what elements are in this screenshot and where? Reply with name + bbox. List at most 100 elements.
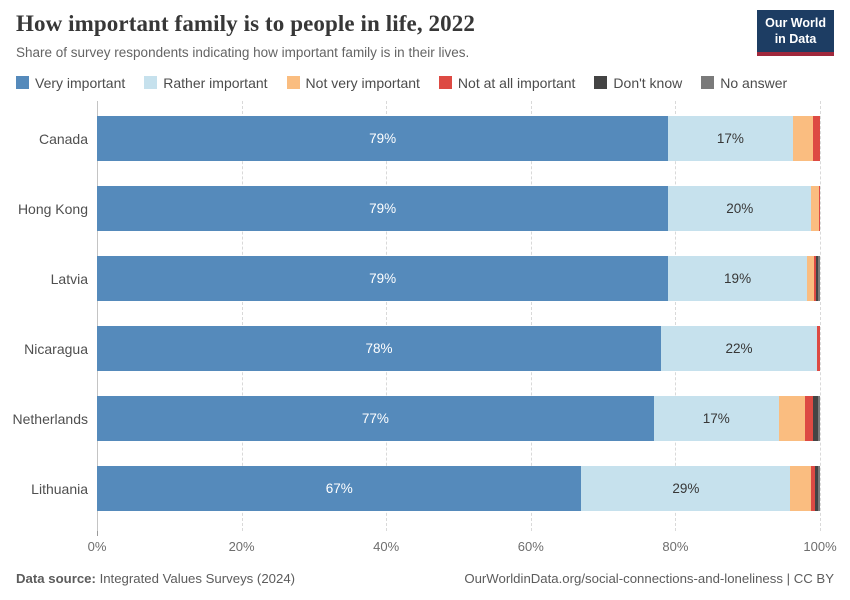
- legend-label: Very important: [35, 74, 126, 91]
- legend-item-not-very-important[interactable]: Not very important: [286, 74, 420, 91]
- row-label-lithuania: Lithuania: [31, 480, 88, 497]
- legend-item-no-answer[interactable]: No answer: [701, 75, 787, 91]
- legend-swatch-icon: [438, 76, 452, 90]
- bar-value-label: 29%: [672, 481, 700, 497]
- bar-segment-not-very-important[interactable]: [811, 186, 819, 232]
- data-source: Data source: Integrated Values Surveys (…: [16, 571, 295, 586]
- bar-chart: Canada 79% 17% Hong Kong 79% 20% Latvia 79% 19% N…: [13, 100, 821, 531]
- bar-track: 78% 22%: [97, 326, 820, 372]
- legend-label: Rather important: [163, 74, 268, 91]
- bar-value-label: 67%: [325, 481, 353, 497]
- bar-value-label: 79%: [369, 131, 397, 147]
- chart-header: How important family is to people in lif…: [16, 10, 834, 60]
- bar-track: 77% 17%: [97, 396, 820, 442]
- bar-segment-very-important[interactable]: 77%: [97, 396, 654, 442]
- legend-item-rather-important[interactable]: Rather important: [144, 74, 268, 91]
- bar-segment-not-very-important[interactable]: [792, 116, 813, 162]
- gridline: [675, 100, 677, 531]
- gridline: [820, 100, 821, 531]
- bar-segment-rather-important[interactable]: 22%: [660, 326, 818, 372]
- legend-item-very-important[interactable]: Very important: [16, 75, 125, 91]
- bar-value-label: 19%: [724, 271, 752, 287]
- bar-segment-no-answer[interactable]: [818, 256, 820, 302]
- x-tick-label: 60%: [517, 538, 544, 554]
- bar-track: 79% 20%: [97, 186, 820, 232]
- bar-row-canada: Canada 79% 17%: [39, 104, 820, 174]
- bar-segment-very-important[interactable]: 79%: [97, 116, 669, 162]
- legend-swatch-icon: [594, 76, 608, 90]
- bar-row-latvia: Latvia 79% 19%: [51, 244, 820, 314]
- plot-area: Canada 79% 17% Hong Kong 79% 20% Latvia 79% 19% N…: [13, 100, 837, 559]
- bar-segment-very-important[interactable]: 79%: [97, 186, 669, 232]
- bar-segment-don-t-know[interactable]: [814, 466, 818, 512]
- legend-label: Not very important: [305, 74, 420, 91]
- credit-link[interactable]: OurWorldinData.org/social-connections-an…: [464, 570, 834, 586]
- bar-segment-not-very-important[interactable]: [778, 396, 805, 442]
- header-titles: How important family is to people in lif…: [16, 10, 475, 60]
- gridlines: [97, 100, 821, 531]
- bar-track: 79% 19%: [97, 256, 820, 302]
- chart-subtitle: Share of survey respondents indicating h…: [16, 44, 470, 60]
- bar-value-label: 17%: [716, 131, 744, 147]
- bar-segment-don-t-know[interactable]: [813, 396, 818, 442]
- bar-segment-not-at-all-important[interactable]: [818, 186, 820, 232]
- gridline: [530, 100, 532, 531]
- bar-value-label: 78%: [365, 341, 393, 357]
- legend-swatch-icon: [144, 76, 158, 90]
- row-label-nicaragua: Nicaragua: [24, 340, 88, 357]
- x-tick-label: 40%: [373, 538, 400, 554]
- bar-segment-not-at-all-important[interactable]: [814, 256, 816, 302]
- bar-row-hong-kong: Hong Kong 79% 20%: [18, 174, 820, 244]
- bar-value-label: 79%: [369, 201, 397, 217]
- owid-logo-line2: in Data: [774, 31, 817, 46]
- legend: Very important Rather important Not very i…: [16, 75, 834, 91]
- bar-row-netherlands: Netherlands 77% 17%: [13, 384, 820, 454]
- x-tick-label: 80%: [662, 538, 689, 554]
- legend-swatch-icon: [16, 76, 29, 90]
- x-tick-label: 0%: [87, 538, 107, 554]
- row-label-hong-kong: Hong Kong: [17, 200, 88, 217]
- bar-segment-not-at-all-important[interactable]: [811, 466, 815, 512]
- page-title: How important family is to people in lif…: [16, 11, 475, 36]
- y-axis-line: [97, 100, 98, 531]
- x-tick-label: 100%: [803, 538, 837, 554]
- chart-footer: Data source: Integrated Values Surveys (…: [16, 571, 834, 586]
- bar-segment-don-t-know[interactable]: [815, 256, 819, 302]
- bar-segment-not-at-all-important[interactable]: [804, 396, 814, 442]
- data-source-label: Data source:: [16, 570, 96, 586]
- bar-segment-rather-important[interactable]: 17%: [653, 396, 779, 442]
- row-label-latvia: Latvia: [50, 270, 88, 287]
- bar-value-label: 22%: [725, 341, 753, 357]
- gridline: [386, 100, 388, 531]
- owid-logo-line1: Our World: [765, 16, 826, 30]
- gridline: [241, 100, 243, 531]
- data-source-text: Integrated Values Surveys (2024): [99, 570, 296, 586]
- bar-segment-very-important[interactable]: 79%: [97, 256, 669, 302]
- bar-track: 67% 29%: [97, 466, 820, 512]
- bar-segment-very-important[interactable]: 67%: [97, 466, 582, 512]
- legend-item-not-at-all-important[interactable]: Not at all important: [438, 75, 575, 91]
- bar-segment-rather-important[interactable]: 19%: [668, 256, 807, 302]
- bar-segment-no-answer[interactable]: [817, 396, 820, 442]
- bar-segment-not-very-important[interactable]: [806, 256, 815, 302]
- bar-row-nicaragua: Nicaragua 78% 22%: [24, 314, 820, 384]
- x-axis-tick-mark: [97, 530, 98, 536]
- bar-segment-not-at-all-important[interactable]: [812, 116, 820, 162]
- legend-label: Don't know: [613, 74, 683, 91]
- bar-segment-rather-important[interactable]: 29%: [581, 466, 791, 512]
- bar-segment-no-answer[interactable]: [817, 466, 820, 512]
- row-label-canada: Canada: [38, 130, 88, 147]
- bar-segment-rather-important[interactable]: 17%: [668, 116, 793, 162]
- x-tick-label: 20%: [228, 538, 255, 554]
- owid-logo: Our World in Data: [757, 10, 834, 57]
- bar-segment-not-very-important[interactable]: [790, 466, 812, 512]
- bar-segment-not-at-all-important[interactable]: [817, 326, 820, 372]
- legend-swatch-icon: [701, 76, 715, 90]
- x-axis: 0% 20% 40% 60% 80% 100%: [88, 530, 837, 559]
- bar-value-label: 77%: [361, 411, 389, 427]
- bar-segment-very-important[interactable]: 78%: [97, 326, 661, 372]
- bar-segment-rather-important[interactable]: 20%: [668, 186, 812, 232]
- legend-item-don-t-know[interactable]: Don't know: [594, 75, 682, 91]
- bar-value-label: 20%: [726, 201, 754, 217]
